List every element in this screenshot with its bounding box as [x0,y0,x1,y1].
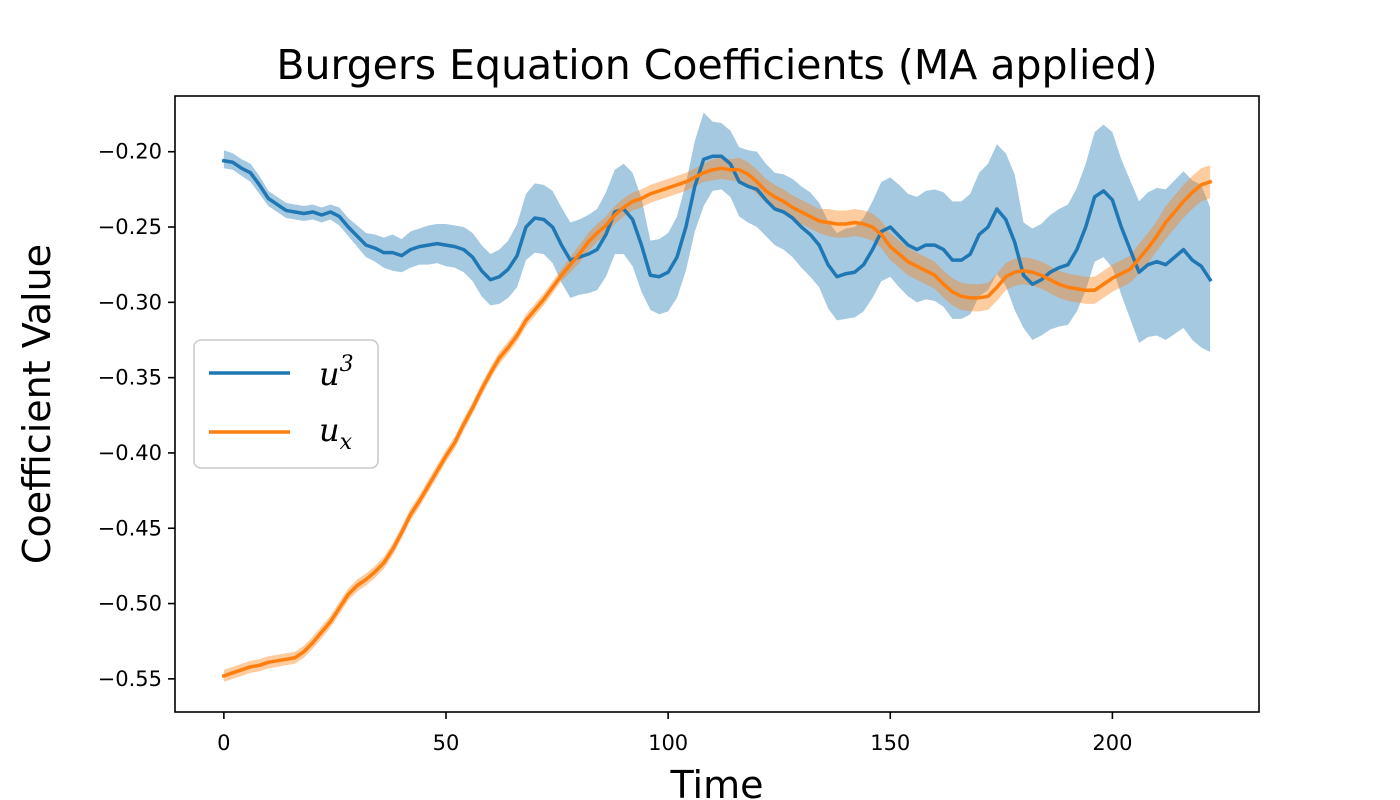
chart-title: Burgers Equation Coefficients (MA applie… [276,41,1157,89]
confidence-band-u3 [223,112,1211,353]
plot-frame [174,95,1260,713]
legend-label-u3: u3 [319,352,354,393]
x-axis-label: Time [670,763,764,800]
x-tick-label: 150 [870,731,910,755]
y-tick-label: −0.30 [98,290,162,314]
confidence-band-ux [223,157,1211,682]
y-tick-label: −0.45 [98,516,162,540]
y-tick-label: −0.25 [98,215,162,239]
y-axis-label: Coefficient Value [15,244,59,564]
y-tick-label: −0.40 [98,441,162,465]
legend: u3 ux [193,339,379,469]
x-tick-label: 200 [1092,731,1132,755]
y-tick-label: −0.55 [98,667,162,691]
y-axis: −0.55 −0.50 −0.45 −0.40 −0.35 −0.30 −0.25 −0.20 [98,140,175,691]
y-tick-label: −0.20 [98,140,162,164]
x-tick-label: 100 [648,731,688,755]
x-tick-label: 0 [217,731,230,755]
y-tick-label: −0.35 [98,366,162,390]
band-layer [223,112,1211,682]
x-axis: 0 50 100 150 200 [217,712,1132,755]
x-tick-label: 50 [433,731,460,755]
line-layer [221,154,1213,679]
series-line-ux [221,166,1213,679]
legend-label-ux: ux [319,411,353,455]
y-tick-label: −0.50 [98,592,162,616]
